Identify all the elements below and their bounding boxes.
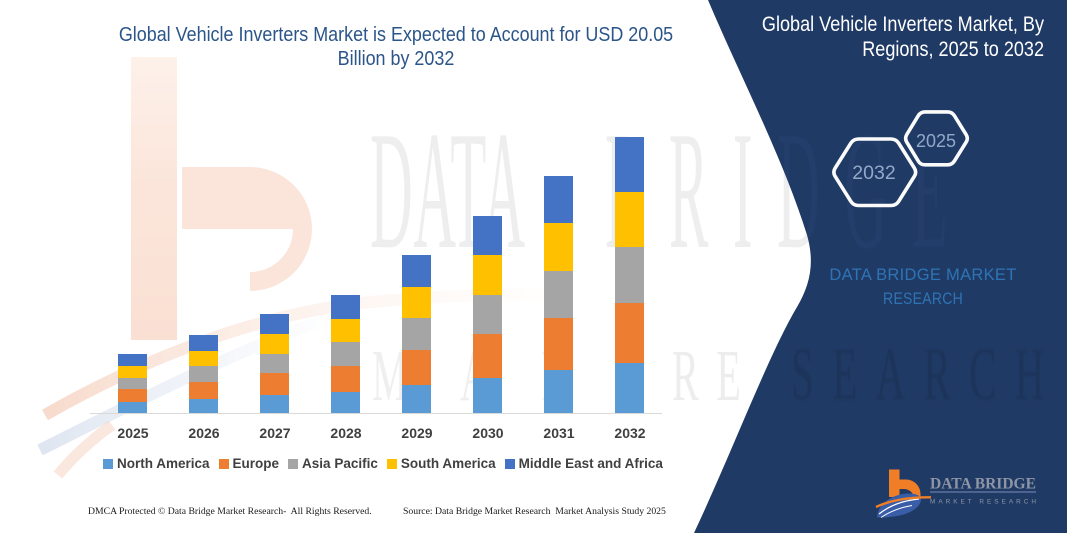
svg-text:MARKET RESEARCH: MARKET RESEARCH	[930, 499, 1036, 506]
svg-text:DATA BRIDGE: DATA BRIDGE	[930, 476, 1036, 493]
svg-text:2032: 2032	[852, 162, 895, 184]
svg-text:2025: 2025	[916, 131, 956, 151]
